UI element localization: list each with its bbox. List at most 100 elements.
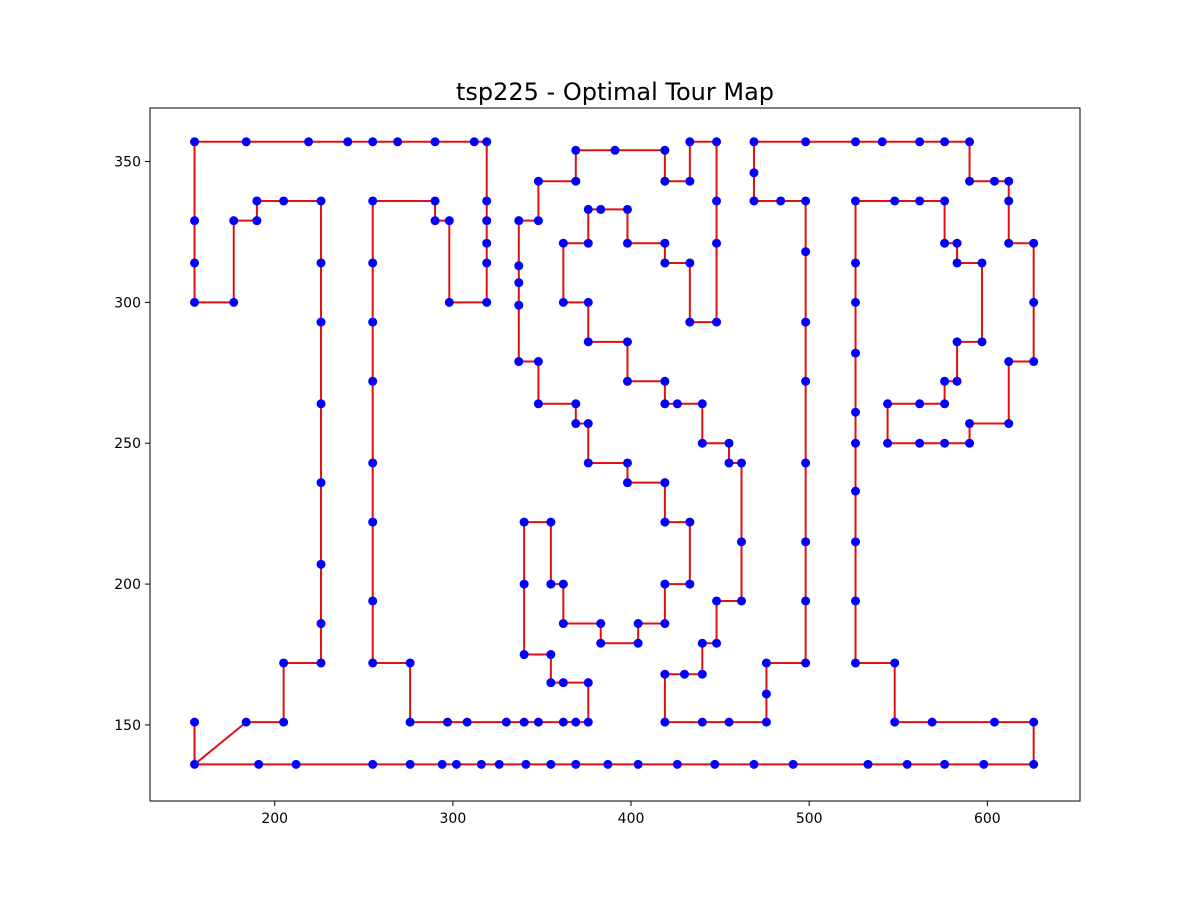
city-point bbox=[368, 658, 378, 668]
city-point bbox=[989, 717, 999, 727]
city-point bbox=[190, 216, 200, 226]
city-point bbox=[546, 579, 556, 589]
city-point bbox=[915, 196, 925, 206]
city-point bbox=[1029, 297, 1039, 307]
city-point bbox=[316, 258, 326, 268]
city-point bbox=[851, 438, 861, 448]
city-point bbox=[712, 638, 722, 648]
x-axis: 200 300 400 500 600 bbox=[261, 801, 1001, 827]
city-point bbox=[724, 438, 734, 448]
city-point bbox=[801, 458, 811, 468]
city-point bbox=[1004, 357, 1014, 367]
city-point bbox=[1004, 238, 1014, 248]
city-point bbox=[801, 376, 811, 386]
city-point bbox=[368, 376, 378, 386]
city-point bbox=[437, 759, 447, 769]
city-point bbox=[521, 759, 531, 769]
y-tick-label: 250 bbox=[114, 436, 141, 452]
city-point bbox=[583, 458, 593, 468]
city-point bbox=[501, 717, 511, 727]
city-point bbox=[571, 759, 581, 769]
city-point bbox=[940, 399, 950, 409]
city-point bbox=[279, 196, 289, 206]
city-point bbox=[877, 137, 887, 147]
city-point bbox=[229, 297, 239, 307]
city-point bbox=[633, 638, 643, 648]
city-point bbox=[1004, 196, 1014, 206]
city-point bbox=[851, 348, 861, 358]
city-point bbox=[316, 478, 326, 488]
city-point bbox=[558, 678, 568, 688]
city-point bbox=[368, 317, 378, 327]
city-point bbox=[685, 317, 695, 327]
city-point bbox=[190, 717, 200, 727]
city-point bbox=[940, 196, 950, 206]
city-point bbox=[712, 317, 722, 327]
city-point bbox=[761, 689, 771, 699]
city-point bbox=[583, 238, 593, 248]
city-point bbox=[291, 759, 301, 769]
city-point bbox=[851, 596, 861, 606]
city-point bbox=[685, 579, 695, 589]
city-point bbox=[546, 517, 556, 527]
city-point bbox=[660, 176, 670, 186]
city-point bbox=[710, 759, 720, 769]
city-point bbox=[660, 238, 670, 248]
city-point bbox=[430, 137, 440, 147]
city-point bbox=[1029, 759, 1039, 769]
x-tick-label: 500 bbox=[796, 811, 823, 827]
city-point bbox=[801, 537, 811, 547]
city-point bbox=[514, 216, 524, 226]
city-point bbox=[940, 238, 950, 248]
city-point bbox=[482, 238, 492, 248]
city-point bbox=[462, 717, 472, 727]
city-point bbox=[749, 168, 759, 178]
city-point bbox=[989, 176, 999, 186]
city-point bbox=[749, 759, 759, 769]
city-point bbox=[736, 596, 746, 606]
city-point bbox=[940, 759, 950, 769]
city-point bbox=[519, 650, 529, 660]
city-point bbox=[685, 176, 695, 186]
city-point bbox=[533, 216, 543, 226]
city-point bbox=[596, 204, 606, 214]
city-point bbox=[927, 717, 937, 727]
city-point bbox=[890, 658, 900, 668]
city-point bbox=[343, 137, 353, 147]
city-point bbox=[558, 579, 568, 589]
city-point bbox=[514, 357, 524, 367]
city-point bbox=[533, 399, 543, 409]
city-point bbox=[583, 337, 593, 347]
city-point bbox=[316, 196, 326, 206]
city-point bbox=[1004, 176, 1014, 186]
city-point bbox=[851, 258, 861, 268]
city-point bbox=[583, 204, 593, 214]
city-point bbox=[558, 619, 568, 629]
city-point bbox=[965, 137, 975, 147]
city-point bbox=[316, 619, 326, 629]
city-point bbox=[190, 297, 200, 307]
city-point bbox=[851, 658, 861, 668]
city-point bbox=[368, 196, 378, 206]
city-point bbox=[241, 137, 251, 147]
city-point bbox=[368, 517, 378, 527]
city-point bbox=[965, 438, 975, 448]
city-point bbox=[712, 238, 722, 248]
city-point bbox=[533, 176, 543, 186]
city-point bbox=[965, 419, 975, 429]
city-point bbox=[979, 759, 989, 769]
city-point bbox=[801, 137, 811, 147]
city-point bbox=[279, 658, 289, 668]
city-point bbox=[633, 619, 643, 629]
city-point bbox=[514, 300, 524, 310]
city-point bbox=[685, 137, 695, 147]
city-point bbox=[254, 759, 264, 769]
city-point bbox=[724, 717, 734, 727]
city-point bbox=[736, 458, 746, 468]
city-point bbox=[902, 759, 912, 769]
city-point bbox=[316, 559, 326, 569]
city-point bbox=[890, 717, 900, 727]
tour-edge bbox=[193, 721, 248, 766]
y-tick-label: 300 bbox=[114, 295, 141, 311]
city-point bbox=[368, 258, 378, 268]
